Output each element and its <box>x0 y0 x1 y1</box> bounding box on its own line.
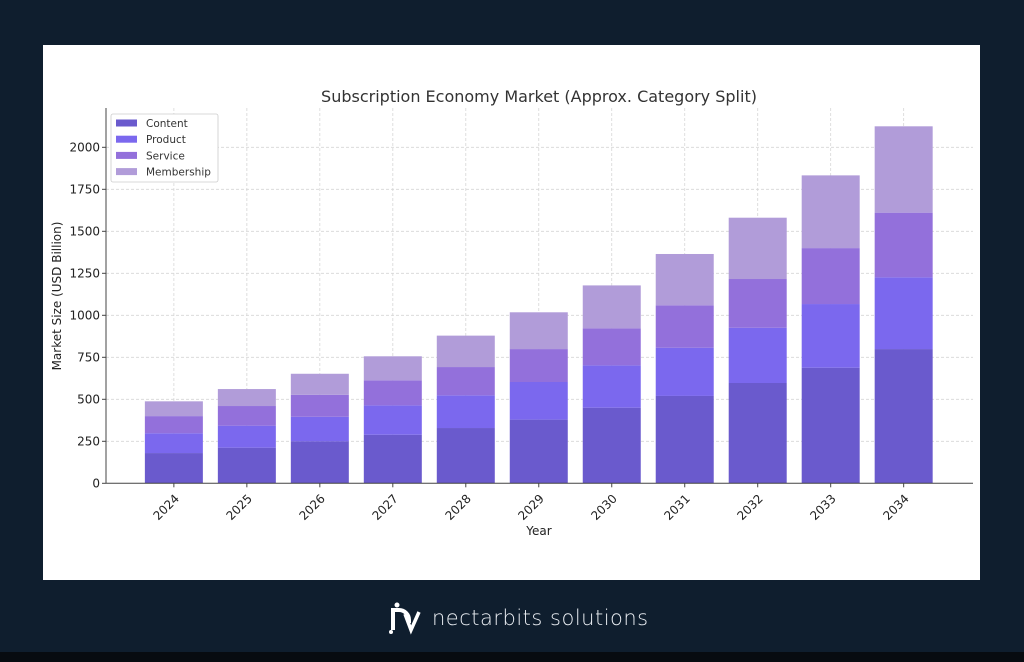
bar-membership-2025 <box>217 389 276 407</box>
bar-product-2026 <box>290 416 349 442</box>
y-tick-label: 0 <box>92 476 100 490</box>
x-tick-label: 2030 <box>588 492 619 523</box>
bar-membership-2029 <box>509 312 568 350</box>
brand-name: nectarbits solutions <box>432 606 649 630</box>
bottom-strip <box>0 652 1024 662</box>
legend-swatch-product <box>116 135 137 143</box>
bar-content-2030 <box>582 407 641 484</box>
bar-membership-2026 <box>290 373 349 395</box>
bar-product-2028 <box>436 395 495 429</box>
x-axis-label: Year <box>525 524 551 538</box>
x-tick-label: 2025 <box>223 492 254 523</box>
legend-label-service: Service <box>146 150 185 162</box>
bar-membership-2032 <box>728 217 787 280</box>
bar-membership-2027 <box>363 356 422 381</box>
legend-label-product: Product <box>146 134 186 146</box>
bar-content-2026 <box>290 441 349 484</box>
bar-content-2028 <box>436 428 495 484</box>
bar-product-2027 <box>363 405 422 435</box>
bar-membership-2031 <box>655 253 714 306</box>
x-tick-label: 2024 <box>150 492 181 523</box>
y-tick-label: 1250 <box>69 266 100 280</box>
bar-content-2033 <box>801 367 860 484</box>
y-tick-label: 1000 <box>69 308 100 322</box>
bar-product-2025 <box>217 425 276 448</box>
bar-service-2033 <box>801 248 860 305</box>
brand-logo: nectarbits solutions <box>388 600 649 636</box>
bar-membership-2024 <box>144 401 203 417</box>
y-axis-label: Market Size (USD Billion) <box>50 222 64 371</box>
bar-membership-2034 <box>874 126 933 213</box>
legend-swatch-membership <box>116 168 137 176</box>
y-tick-label: 2000 <box>69 140 100 154</box>
legend-box <box>110 113 219 183</box>
x-tick-label: 2027 <box>369 492 400 523</box>
y-tick-label: 500 <box>77 392 100 406</box>
bar-membership-2028 <box>436 335 495 368</box>
x-tick-label: 2026 <box>296 492 327 523</box>
y-tick-label: 1500 <box>69 224 100 238</box>
bar-content-2025 <box>217 447 276 484</box>
bar-service-2029 <box>509 349 568 382</box>
x-tick-label: 2033 <box>807 492 838 523</box>
legend-swatch-service <box>116 151 137 159</box>
bar-content-2024 <box>144 453 203 484</box>
bar-service-2025 <box>217 406 276 426</box>
bar-content-2034 <box>874 349 933 484</box>
legend-label-content: Content <box>146 118 188 130</box>
legend-label-membership: Membership <box>146 167 211 179</box>
x-tick-label: 2034 <box>880 492 911 523</box>
bar-service-2031 <box>655 305 714 348</box>
x-tick-label: 2032 <box>734 492 765 523</box>
y-tick-label: 250 <box>77 434 100 448</box>
x-tick-label: 2028 <box>442 492 473 523</box>
bar-membership-2033 <box>801 175 860 249</box>
bar-product-2033 <box>801 304 860 368</box>
x-tick-label: 2031 <box>661 492 692 523</box>
bar-service-2034 <box>874 212 933 278</box>
y-tick-label: 1750 <box>69 182 100 196</box>
bar-product-2032 <box>728 327 787 384</box>
bar-product-2024 <box>144 433 203 454</box>
bar-content-2032 <box>728 383 787 484</box>
bar-product-2034 <box>874 277 933 350</box>
bar-service-2027 <box>363 380 422 406</box>
bar-product-2031 <box>655 347 714 396</box>
bar-product-2030 <box>582 365 641 408</box>
bar-service-2028 <box>436 367 495 396</box>
nectarbits-logo-icon <box>389 602 421 635</box>
bar-content-2031 <box>655 395 714 484</box>
bar-service-2024 <box>144 416 203 434</box>
y-tick-label: 750 <box>77 350 100 364</box>
bar-service-2026 <box>290 394 349 417</box>
bar-service-2030 <box>582 328 641 366</box>
bar-service-2032 <box>728 279 787 328</box>
x-tick-label: 2029 <box>515 492 546 523</box>
legend: Content Product Service Membership <box>110 113 219 183</box>
bar-content-2027 <box>363 434 422 484</box>
chart-title: Subscription Economy Market (Approx. Cat… <box>321 87 757 106</box>
bar-membership-2030 <box>582 285 641 329</box>
bars <box>144 126 933 484</box>
bar-content-2029 <box>509 419 568 484</box>
legend-swatch-content <box>116 119 137 127</box>
bar-product-2029 <box>509 381 568 420</box>
